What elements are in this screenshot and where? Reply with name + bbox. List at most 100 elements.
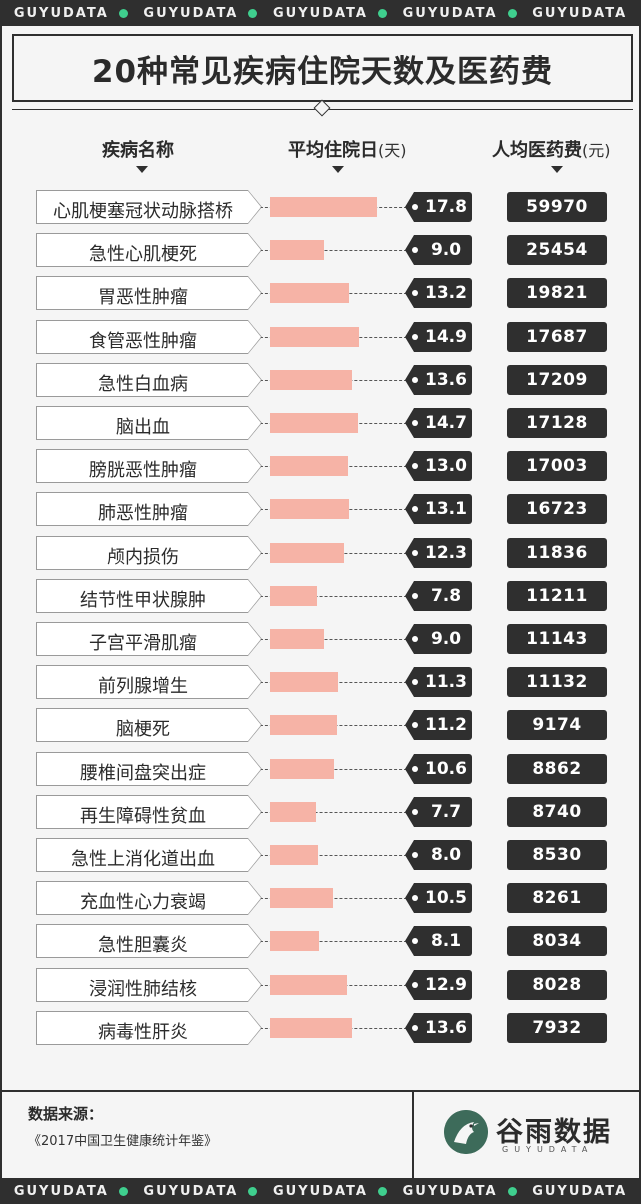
footer-divider <box>2 1090 639 1092</box>
days-value: 14.7 <box>425 413 467 433</box>
days-label: 10.6 <box>405 753 472 784</box>
disease-name-box: 急性胆囊炎 <box>36 924 262 959</box>
days-label: 7.7 <box>405 796 472 827</box>
leader-line <box>250 811 412 813</box>
dot-icon <box>377 1186 387 1196</box>
table-row: 脑出血 14.7 17128 <box>2 406 641 442</box>
days-bar <box>270 585 317 606</box>
table-row: 急性胆囊炎 8.1 8034 <box>2 924 641 960</box>
table-row: 前列腺增生 11.3 11132 <box>2 665 641 701</box>
cost-value: 16723 <box>507 494 607 525</box>
dot-icon <box>412 852 418 858</box>
chart-card: 20种常见疾病住院天数及医药费 疾病名称 平均住院日(天) 人均医药费(元) 心… <box>0 26 641 1178</box>
days-bar <box>270 326 360 347</box>
table-row: 再生障碍性贫血 7.7 8740 <box>2 794 641 831</box>
disease-name: 膀胱恶性肿瘤 <box>89 460 197 482</box>
source-text: 《2017中国卫生健康统计年鉴》 <box>28 1134 218 1149</box>
brand-text: GUYUDATA <box>13 1183 109 1199</box>
disease-name-box: 膀胱恶性肿瘤 <box>36 449 262 484</box>
disease-name: 结节性甲状腺肿 <box>80 589 206 611</box>
table-row: 胃恶性肿瘤 13.2 19821 <box>2 276 641 312</box>
days-value: 17.8 <box>425 197 467 217</box>
cost-value: 17003 <box>507 451 607 482</box>
disease-name-box: 浸润性肺结核 <box>36 967 262 1002</box>
days-value: 12.9 <box>425 974 467 995</box>
header-days: 平均住院日(天) <box>288 140 407 161</box>
chevron-down-icon <box>551 166 563 173</box>
disease-name-box: 充血性心力衰竭 <box>36 881 262 916</box>
disease-name-box: 结节性甲状腺肿 <box>36 578 262 613</box>
days-bar <box>270 758 334 779</box>
dot-icon <box>412 679 418 686</box>
disease-name: 颅内损伤 <box>107 546 179 568</box>
cost-value: 8261 <box>507 883 607 914</box>
days-bar <box>270 456 348 477</box>
days-bar <box>270 672 338 693</box>
dot-icon <box>412 636 418 642</box>
dot-icon <box>377 8 387 18</box>
cost-value: 59970 <box>507 192 607 222</box>
disease-name: 脑梗死 <box>116 719 170 741</box>
header-disease: 疾病名称 <box>102 140 174 161</box>
brand-text: GUYUDATA <box>532 5 628 21</box>
disease-name: 胃恶性肿瘤 <box>98 287 188 309</box>
dot-icon <box>507 8 517 18</box>
days-label: 7.8 <box>405 580 472 611</box>
days-value: 13.6 <box>425 369 467 390</box>
brand-text: GUYUDATA <box>13 5 109 21</box>
days-value: 9.0 <box>430 240 462 261</box>
days-value: 8.0 <box>430 845 462 865</box>
table-row: 腰椎间盘突出症 10.6 8862 <box>2 751 641 788</box>
disease-name: 心肌梗塞冠状动脉搭桥 <box>53 201 233 222</box>
cost-value: 11132 <box>507 667 607 698</box>
table-row: 病毒性肝炎 13.6 7932 <box>2 1010 641 1047</box>
dot-icon <box>412 376 418 383</box>
table-row: 脑梗死 11.2 9174 <box>2 708 641 744</box>
days-bar <box>270 931 319 952</box>
chevron-down-icon <box>136 166 148 173</box>
days-label: 13.1 <box>405 494 472 525</box>
chevron-down-icon <box>332 166 344 173</box>
dot-icon <box>412 722 418 729</box>
days-label: 13.0 <box>405 451 472 482</box>
disease-name-box: 颅内损伤 <box>36 535 262 570</box>
dot-icon <box>412 463 418 470</box>
disease-name: 病毒性肝炎 <box>98 1021 188 1043</box>
diamond-icon <box>313 99 331 117</box>
days-bar <box>270 542 344 563</box>
days-bar <box>270 974 348 995</box>
dot-icon <box>412 247 418 254</box>
cost-value: 17687 <box>507 321 607 352</box>
disease-name-box: 再生障碍性贫血 <box>36 794 262 829</box>
table-row: 食管恶性肿瘤 14.9 17687 <box>2 319 641 356</box>
days-label: 11.2 <box>405 710 472 741</box>
days-label: 8.0 <box>405 840 472 870</box>
table-row: 心肌梗塞冠状动脉搭桥 17.8 59970 <box>2 190 641 226</box>
dot-icon <box>248 8 258 18</box>
cost-value: 8034 <box>507 926 607 957</box>
cost-value: 8740 <box>507 796 607 827</box>
brand-text: GUYUDATA <box>402 5 498 21</box>
days-value: 13.6 <box>425 1017 467 1038</box>
disease-name-box: 前列腺增生 <box>36 665 262 700</box>
table-row: 急性白血病 13.6 17209 <box>2 362 641 399</box>
table-row: 充血性心力衰竭 10.5 8261 <box>2 881 641 917</box>
days-value: 13.0 <box>425 456 467 477</box>
dot-icon <box>412 895 418 902</box>
title-box: 20种常见疾病住院天数及医药费 <box>12 34 633 102</box>
source-label: 数据来源： <box>28 1105 104 1123</box>
disease-name-box: 胃恶性肿瘤 <box>36 276 262 311</box>
days-value: 11.2 <box>425 715 467 736</box>
days-value: 10.5 <box>425 888 467 909</box>
dot-icon <box>507 1186 517 1196</box>
disease-name-box: 病毒性肝炎 <box>36 1010 262 1045</box>
days-bar <box>270 629 324 649</box>
table-row: 膀胱恶性肿瘤 13.0 17003 <box>2 449 641 485</box>
days-value: 8.1 <box>430 931 462 952</box>
disease-name-box: 急性上消化道出血 <box>36 838 262 872</box>
cost-value: 11211 <box>507 580 607 611</box>
top-brand-strip: GUYUDATA GUYUDATA GUYUDATA GUYUDATA GUYU… <box>0 0 641 26</box>
days-label: 14.7 <box>405 408 472 438</box>
dot-icon <box>118 1186 128 1196</box>
dot-icon <box>412 808 418 815</box>
